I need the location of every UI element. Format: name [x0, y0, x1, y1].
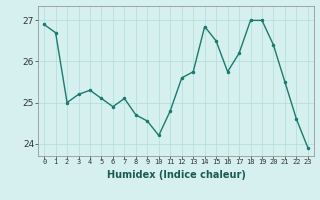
X-axis label: Humidex (Indice chaleur): Humidex (Indice chaleur) — [107, 170, 245, 180]
